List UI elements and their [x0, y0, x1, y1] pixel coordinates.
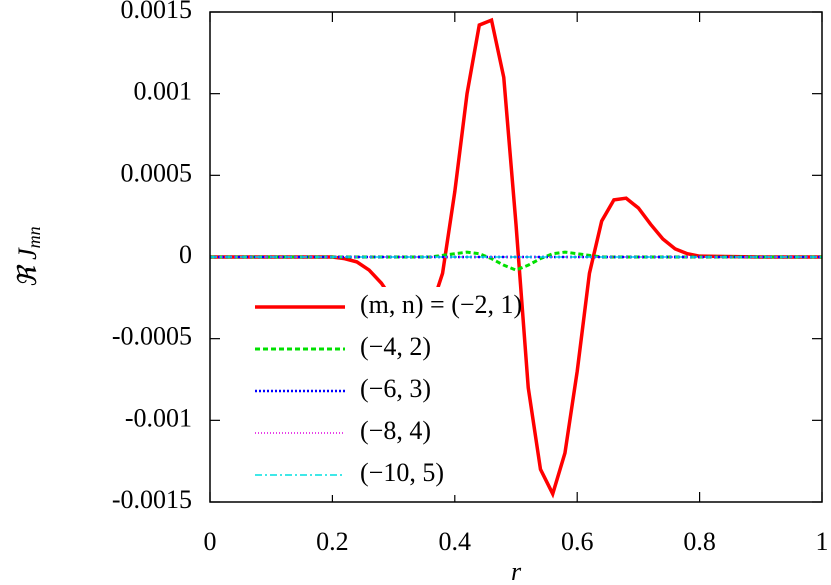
y-tick-label: 0.001: [134, 77, 193, 106]
series-line: [210, 250, 822, 272]
x-axis-label: r: [511, 557, 522, 585]
y-label-main: ℜ J: [13, 247, 42, 288]
y-label-sub: mn: [24, 226, 44, 248]
x-tick-label: 0.8: [683, 527, 716, 556]
y-tick-label: 0: [179, 240, 192, 269]
legend-backing: [250, 413, 490, 453]
x-tick-label: 0.6: [561, 527, 594, 556]
legend-backing: [250, 371, 490, 411]
y-tick-label: -0.001: [125, 403, 192, 432]
y-tick-label: 0.0015: [121, 0, 193, 24]
x-tick-label: 0.2: [316, 527, 349, 556]
legend-label: (−6, 3): [360, 374, 431, 403]
y-tick-label: -0.0015: [112, 485, 192, 514]
legend-label: (−4, 2): [360, 332, 431, 361]
legend-label: (−8, 4): [360, 416, 431, 445]
x-tick-label: 1: [816, 527, 829, 556]
series-line: [210, 17, 822, 499]
legend-label: (−10, 5): [360, 458, 444, 487]
legend-label: (m, n) = (−2, 1): [360, 290, 522, 319]
plot-frame: [209, 11, 823, 503]
y-axis-label: ℜ Jmn: [13, 226, 44, 287]
x-tick-label: 0.4: [439, 527, 472, 556]
y-tick-label: 0.0005: [121, 158, 193, 187]
x-tick-label: 0: [204, 527, 217, 556]
y-tick-label: -0.0005: [112, 322, 192, 351]
